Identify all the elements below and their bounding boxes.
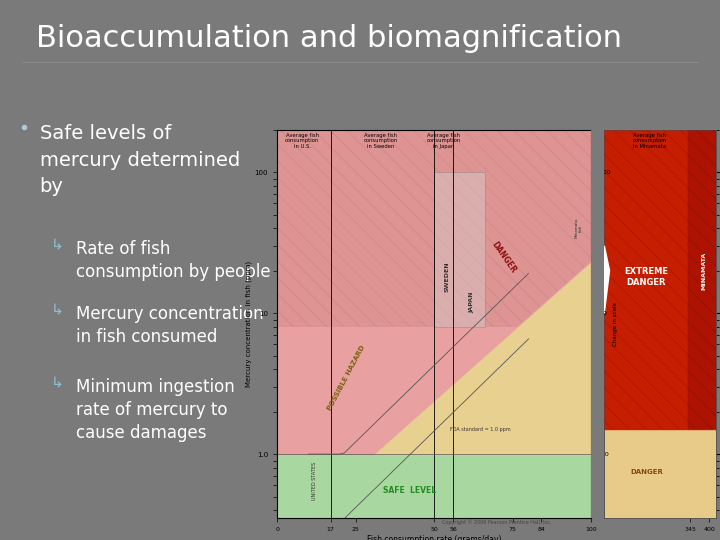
Text: SAFE  LEVEL: SAFE LEVEL — [382, 486, 436, 495]
Y-axis label: Mercury concentration in fish (ppm): Mercury concentration in fish (ppm) — [246, 261, 252, 387]
Text: EXTREME
DANGER: EXTREME DANGER — [624, 267, 668, 287]
Text: DANGER: DANGER — [490, 240, 518, 274]
Text: Minamata
fish: Minamata fish — [575, 218, 583, 239]
Text: Safe levels of
mercury determined
by: Safe levels of mercury determined by — [40, 124, 240, 196]
Text: SWEDEN: SWEDEN — [444, 262, 449, 292]
Text: ↳: ↳ — [50, 302, 63, 318]
Text: Average fish
consumption
in U.S.: Average fish consumption in U.S. — [285, 133, 320, 149]
Text: Copyright © 2006 Pearson Prentice Hall, Inc.: Copyright © 2006 Pearson Prentice Hall, … — [442, 519, 552, 525]
Bar — [434, 172, 485, 327]
Text: Average fish
consumption
in Japan: Average fish consumption in Japan — [426, 133, 461, 149]
Text: Rate of fish
consumption by people: Rate of fish consumption by people — [76, 240, 270, 281]
Text: Bioaccumulation and biomagnification: Bioaccumulation and biomagnification — [36, 24, 622, 53]
Text: UNITED STATES: UNITED STATES — [312, 461, 318, 500]
Text: Mercury concentration
in fish consumed: Mercury concentration in fish consumed — [76, 305, 264, 346]
Text: ↳: ↳ — [50, 238, 63, 253]
Text: JAPAN: JAPAN — [469, 291, 474, 313]
Text: DANGER: DANGER — [630, 469, 663, 475]
Text: Minimum ingestion
rate of mercury to
cause damages: Minimum ingestion rate of mercury to cau… — [76, 378, 234, 442]
Text: MINAMATA: MINAMATA — [701, 252, 706, 290]
Text: Average fish
consumption
in Sweden: Average fish consumption in Sweden — [364, 133, 398, 149]
Y-axis label: Change in scale: Change in scale — [613, 302, 618, 346]
Polygon shape — [604, 246, 610, 313]
Text: Average fish
consumption
in Minamata: Average fish consumption in Minamata — [633, 133, 667, 149]
Text: FDA standard = 1.0 ppm: FDA standard = 1.0 ppm — [450, 427, 510, 432]
Text: POSSIBLE HAZARD: POSSIBLE HAZARD — [327, 344, 366, 411]
Text: ↳: ↳ — [50, 375, 63, 390]
X-axis label: Fish consumption rate (grams/day): Fish consumption rate (grams/day) — [367, 535, 502, 540]
